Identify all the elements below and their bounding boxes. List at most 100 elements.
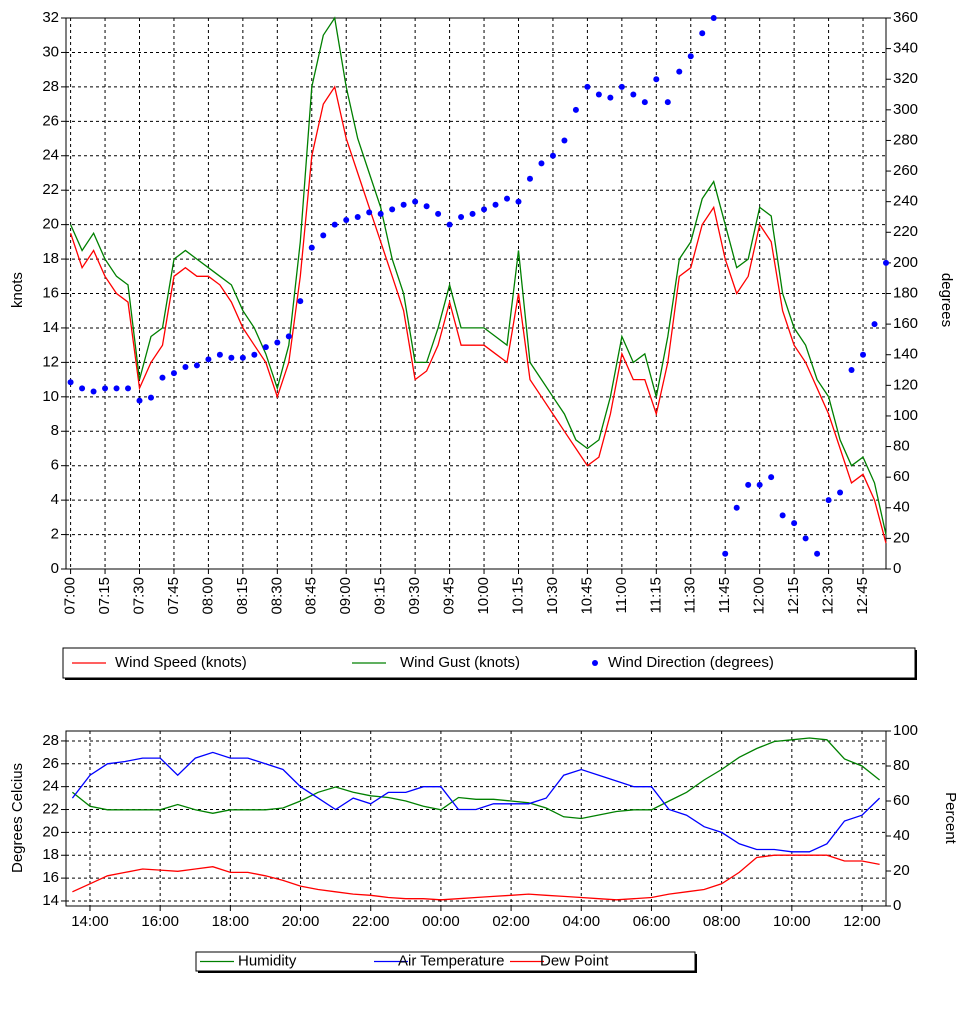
y-tick-label: 14 [42,319,59,336]
y2-tick-label: 240 [893,193,918,210]
direction-dot [538,160,545,167]
y2-tick-label: 180 [893,284,918,301]
y-tick-label: 32 [42,9,59,26]
y2-tick-label: 360 [893,9,918,26]
y2-tick-label: 20 [893,529,910,546]
direction-dot [607,94,614,101]
direction-dot [699,30,706,37]
direction-dot [251,351,258,358]
direction-dot [871,321,878,328]
series-line [71,751,881,853]
y2-tick-label: 60 [893,792,910,809]
x-tick-label: 06:00 [633,913,671,930]
y2-tick-label: 220 [893,223,918,240]
x-tick-label: 08:00 [199,577,216,615]
series-line [72,854,880,901]
y-tick-label: 0 [51,560,59,577]
x-tick-label: 07:15 [96,577,113,615]
direction-dot [320,232,327,239]
y2-tick-label: 140 [893,346,918,363]
legend-label: Air Temperature [398,952,504,969]
y-tick-label: 28 [42,732,59,749]
x-tick-label: 09:45 [441,577,458,615]
y2-axis-label: degrees [938,273,955,327]
direction-dot [492,201,499,208]
y-tick-label: 16 [42,869,59,886]
y2-tick-label: 100 [893,722,918,739]
x-tick-label: 00:00 [422,913,460,930]
y-tick-label: 20 [42,823,59,840]
direction-dot [343,217,350,224]
x-tick-label: 08:45 [303,577,320,615]
y2-tick-label: 0 [893,560,901,577]
y2-tick-label: 0 [893,897,901,914]
y2-tick-label: 40 [893,499,910,516]
y-tick-label: 26 [42,112,59,129]
y-tick-label: 2 [51,526,59,543]
direction-dot [182,363,189,370]
y2-tick-label: 160 [893,315,918,332]
direction-dot [848,367,855,374]
x-tick-label: 10:00 [475,577,492,615]
direction-dot [641,99,648,106]
direction-dot [733,504,740,511]
y-tick-label: 24 [42,147,59,164]
x-tick-label: 11:15 [647,577,664,613]
direction-dot [676,68,683,75]
x-tick-label: 11:00 [613,577,630,613]
y-tick-label: 22 [42,181,59,198]
x-tick-label: 10:45 [578,577,595,615]
y-tick-label: 8 [51,422,59,439]
direction-dot [584,83,591,90]
y-tick-label: 18 [42,846,59,863]
direction-dot [779,512,786,519]
direction-dot [170,370,177,377]
x-tick-label: 12:00 [751,577,768,615]
y-tick-label: 22 [42,800,59,817]
y2-tick-label: 80 [893,757,910,774]
x-tick-label: 09:00 [337,577,354,615]
series-line [69,85,887,544]
direction-dot [549,152,556,159]
direction-dot [745,481,752,488]
y2-tick-label: 300 [893,101,918,118]
legend [195,951,696,972]
legend-swatch [592,660,598,666]
x-tick-label: 22:00 [352,913,390,930]
y2-tick-label: 60 [893,468,910,485]
direction-dot [400,201,407,208]
direction-dot [274,339,281,346]
y2-tick-label: 260 [893,162,918,179]
direction-dot [147,394,154,401]
y-tick-label: 14 [42,892,59,909]
x-tick-label: 08:30 [268,577,285,615]
direction-dot [802,535,809,542]
y2-tick-label: 280 [893,131,918,148]
direction-dot [423,203,430,210]
y-axis-label: knots [9,272,26,308]
direction-dot [561,137,568,144]
legend-label: Wind Speed (knots) [115,654,247,671]
direction-dot [595,91,602,98]
x-tick-label: 08:15 [234,577,251,615]
direction-dot [664,99,671,106]
x-tick-label: 07:45 [165,577,182,615]
direction-dot [618,83,625,90]
direction-dot [389,206,396,213]
legend-label: Humidity [238,952,297,969]
direction-dot [837,489,844,496]
y-tick-label: 28 [42,78,59,95]
direction-dot [768,474,775,481]
direction-dot [504,195,511,202]
direction-dot [193,362,200,369]
x-tick-label: 12:45 [854,577,871,615]
x-tick-label: 12:15 [785,577,802,615]
direction-dot [825,497,832,504]
y-tick-label: 12 [42,353,59,370]
direction-dot [572,106,579,113]
x-tick-label: 18:00 [212,913,250,930]
x-tick-label: 04:00 [563,913,601,930]
direction-dot [228,354,235,361]
y-tick-label: 26 [42,755,59,772]
